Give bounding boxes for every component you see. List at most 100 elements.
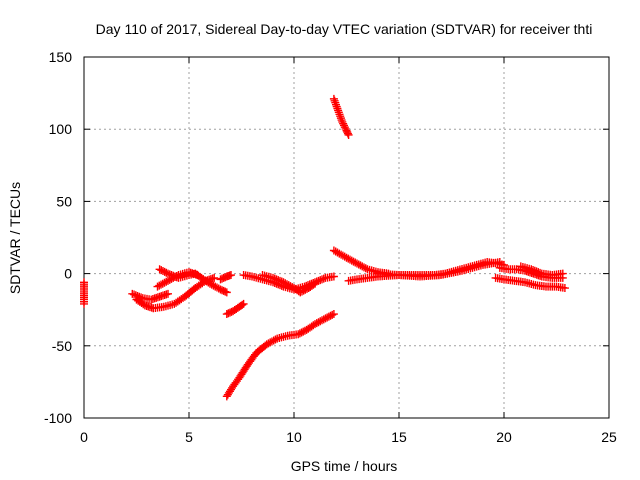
data-point	[221, 287, 230, 296]
data-point	[274, 276, 283, 285]
y-axis-label: SDTVAR / TECUs	[7, 182, 23, 294]
data-point	[344, 254, 353, 263]
data-point	[358, 262, 367, 271]
data-point	[329, 272, 338, 281]
data-point	[342, 253, 351, 262]
y-tick-label: 50	[56, 193, 72, 209]
x-axis-label: GPS time / hours	[291, 458, 398, 474]
data-points	[80, 94, 569, 401]
axis-ticks: 0 5 10 15 20 25 -100 -50 0 50 100 150	[44, 49, 617, 445]
data-point	[558, 269, 567, 278]
data-point	[164, 269, 172, 278]
data-point	[164, 276, 172, 285]
x-tick-label: 5	[185, 429, 193, 445]
data-point	[309, 280, 318, 289]
data-point	[155, 281, 164, 290]
data-point	[560, 284, 569, 293]
data-point	[128, 289, 137, 298]
data-point	[527, 265, 536, 274]
data-point	[529, 265, 538, 274]
data-point	[153, 282, 162, 291]
data-point	[269, 336, 278, 345]
data-point	[238, 300, 247, 309]
data-point	[80, 299, 88, 308]
data-point	[167, 274, 176, 283]
plot-frame	[83, 56, 610, 419]
data-point	[211, 282, 220, 291]
y-tick-label: -50	[52, 338, 72, 354]
x-tick-label: 10	[286, 429, 302, 445]
data-point	[281, 279, 290, 288]
data-point	[339, 119, 348, 128]
data-point	[361, 264, 370, 273]
data-point	[316, 276, 325, 285]
data-point	[264, 339, 273, 348]
data-point	[209, 281, 218, 290]
data-point	[349, 257, 358, 266]
data-point	[271, 335, 280, 344]
data-point	[172, 272, 181, 281]
data-point	[267, 337, 276, 346]
x-tick-label: 15	[391, 429, 407, 445]
y-tick-label: -100	[44, 410, 72, 426]
data-point	[210, 273, 219, 282]
data-point	[158, 279, 167, 288]
data-point	[272, 275, 281, 284]
y-tick-label: 100	[49, 121, 73, 137]
data-point	[532, 267, 541, 276]
x-tick-label: 0	[80, 429, 88, 445]
data-point	[347, 256, 356, 265]
y-tick-label: 150	[49, 49, 73, 65]
data-point	[360, 263, 368, 272]
data-point	[270, 274, 279, 283]
data-point	[207, 280, 216, 289]
data-point	[340, 123, 349, 132]
data-point	[157, 280, 165, 289]
data-point	[277, 277, 286, 286]
x-tick-label: 25	[601, 429, 617, 445]
data-point	[319, 274, 328, 283]
y-tick-label: 0	[64, 266, 72, 282]
data-point	[338, 117, 347, 126]
data-point	[227, 271, 235, 280]
data-point	[318, 275, 326, 284]
data-point	[534, 268, 543, 277]
data-point	[165, 275, 174, 284]
data-point	[193, 271, 202, 280]
data-point	[160, 278, 169, 287]
data-point	[536, 268, 545, 277]
data-point	[286, 282, 295, 291]
x-tick-label: 20	[496, 429, 512, 445]
data-point	[266, 338, 275, 347]
data-point	[171, 272, 179, 281]
data-point	[213, 283, 221, 292]
data-point	[279, 278, 288, 287]
data-point	[311, 279, 319, 288]
data-point	[316, 317, 325, 326]
data-point	[206, 279, 214, 288]
chart-title: Day 110 of 2017, Sidereal Day-to-day VTE…	[96, 21, 593, 37]
data-point	[530, 266, 539, 275]
data-point	[354, 260, 363, 269]
data-point	[162, 268, 171, 277]
data-point	[346, 255, 354, 264]
data-point	[239, 299, 248, 308]
data-point	[164, 289, 172, 298]
data-point	[356, 261, 365, 270]
data-point	[311, 320, 319, 329]
data-point	[318, 316, 326, 325]
data-point	[130, 290, 139, 299]
data-point	[329, 310, 338, 319]
data-point	[353, 259, 361, 268]
data-point	[314, 318, 323, 327]
data-point	[162, 277, 171, 286]
data-point	[351, 258, 360, 267]
data-point	[269, 273, 277, 282]
data-point	[339, 121, 348, 130]
data-point	[283, 280, 291, 289]
data-point	[344, 130, 353, 139]
data-point	[262, 340, 271, 349]
data-point	[284, 281, 293, 290]
grid	[84, 57, 609, 418]
